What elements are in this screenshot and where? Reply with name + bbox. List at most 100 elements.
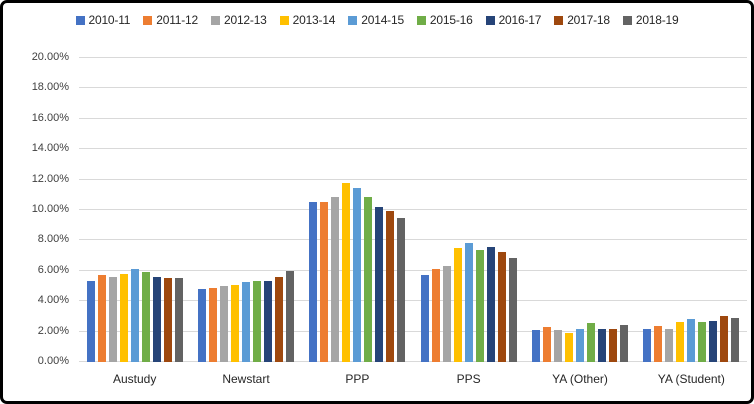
bar-Austudy-2011-12 — [97, 275, 106, 362]
legend-label: 2015-16 — [429, 13, 473, 27]
bar-Newstart-2014-15 — [241, 282, 250, 362]
legend-label: 2010-11 — [88, 13, 131, 27]
legend-label: 2014-15 — [361, 13, 404, 27]
bar-PPP-2011-12 — [320, 201, 329, 362]
bar-PPP-2016-17 — [375, 207, 384, 362]
y-tick-label: 4.00% — [37, 294, 69, 307]
bar-PPS-2010-11 — [420, 275, 429, 362]
bar-PPP-2015-16 — [364, 197, 373, 362]
gridline-20.00% — [79, 57, 747, 58]
bar-YA (Student)-2018-19 — [731, 317, 740, 362]
y-tick-label: 2.00% — [37, 324, 69, 337]
gridline-2.00% — [79, 330, 747, 332]
plot-area — [79, 57, 747, 362]
bar-group-YA (Other) — [524, 58, 635, 362]
legend-item-2011-12: 2011-12 — [143, 13, 198, 27]
bar-Austudy-2015-16 — [141, 272, 150, 362]
legend-swatch-icon — [485, 15, 495, 25]
bar-PPP-2014-15 — [353, 188, 362, 362]
bar-PPP-2010-11 — [309, 202, 318, 362]
legend-item-2016-17: 2016-17 — [485, 13, 542, 27]
bar-PPP-2013-14 — [342, 183, 351, 362]
bar-PPS-2016-17 — [486, 247, 495, 362]
gridline-12.00% — [79, 178, 747, 180]
bar-YA (Student)-2013-14 — [676, 321, 685, 362]
legend-label: 2012-13 — [224, 13, 267, 27]
bar-PPS-2018-19 — [508, 257, 517, 362]
y-tick-label: 20.00% — [31, 51, 69, 63]
x-tick-label-PPP: PPP — [345, 372, 370, 386]
bar-Newstart-2012-13 — [219, 286, 228, 362]
bar-PPS-2014-15 — [464, 242, 473, 362]
bar-PPS-2011-12 — [431, 269, 440, 362]
x-tick-label-YA (Student): YA (Student) — [657, 372, 725, 386]
bar-YA (Other)-2010-11 — [531, 330, 540, 362]
y-tick-label: 14.00% — [31, 142, 69, 155]
x-tick-label-YA (Other): YA (Other) — [552, 372, 608, 386]
bar-YA (Student)-2017-18 — [720, 316, 729, 362]
y-tick-label: 10.00% — [31, 203, 69, 215]
bar-PPS-2012-13 — [442, 266, 451, 362]
legend-swatch-icon — [554, 15, 564, 25]
legend-swatch-icon — [622, 15, 632, 25]
bar-YA (Other)-2014-15 — [575, 328, 584, 362]
bar-PPP-2012-13 — [331, 197, 340, 362]
bars-layer — [79, 58, 747, 362]
gridline-8.00% — [79, 239, 747, 241]
legend-swatch-icon — [75, 15, 85, 25]
legend-item-2014-15: 2014-15 — [348, 13, 404, 27]
legend-swatch-icon — [211, 15, 220, 25]
legend-swatch-icon — [348, 15, 358, 25]
bar-group-Newstart — [190, 58, 301, 362]
bar-group-PPP — [302, 58, 413, 362]
gridline-4.00% — [79, 300, 747, 302]
legend-item-2013-14: 2013-14 — [279, 13, 335, 27]
legend-swatch-icon — [279, 15, 289, 25]
bar-Austudy-2012-13 — [108, 276, 117, 362]
bar-YA (Student)-2015-16 — [698, 321, 707, 362]
x-tick-label-Austudy: Austudy — [112, 372, 157, 386]
legend-label: 2018-19 — [635, 13, 679, 27]
bar-PPP-2017-18 — [386, 210, 395, 362]
bar-PPP-2018-19 — [397, 218, 406, 362]
bar-YA (Other)-2013-14 — [564, 333, 573, 362]
gridline-16.00% — [79, 117, 747, 119]
y-tick-label: 8.00% — [37, 233, 69, 246]
legend: 2010-11 2011-12 2012-13 2013-14 2014-15 2015-… — [11, 10, 743, 30]
bar-Austudy-2018-19 — [174, 278, 183, 362]
y-tick-label: 0.00% — [37, 355, 69, 367]
legend-item-2015-16: 2015-16 — [416, 13, 473, 27]
gridline-6.00% — [79, 269, 747, 271]
bar-Newstart-2017-18 — [274, 276, 283, 362]
bar-YA (Other)-2015-16 — [586, 322, 595, 362]
bar-group-PPS — [413, 58, 524, 362]
bar-YA (Other)-2016-17 — [597, 328, 606, 362]
bar-Austudy-2014-15 — [130, 269, 139, 362]
y-tick-label: 12.00% — [31, 172, 69, 185]
bar-YA (Other)-2017-18 — [608, 329, 617, 362]
legend-swatch-icon — [143, 15, 153, 25]
legend-label: 2011-12 — [156, 13, 198, 27]
bar-Newstart-2015-16 — [252, 280, 261, 362]
gridline-0.00% — [79, 361, 747, 362]
bar-Newstart-2010-11 — [197, 289, 206, 362]
legend-item-2012-13: 2012-13 — [211, 13, 267, 27]
gridline-10.00% — [79, 209, 747, 210]
legend-item-2010-11: 2010-11 — [75, 13, 131, 27]
legend-swatch-icon — [416, 15, 426, 25]
bar-YA (Other)-2012-13 — [553, 330, 562, 362]
bar-PPS-2015-16 — [475, 249, 484, 362]
bar-PPS-2017-18 — [497, 251, 506, 362]
bar-YA (Other)-2018-19 — [619, 324, 628, 362]
bar-YA (Student)-2012-13 — [665, 329, 674, 362]
bar-Austudy-2017-18 — [163, 278, 172, 362]
bar-Newstart-2011-12 — [208, 287, 217, 362]
legend-item-2018-19: 2018-19 — [622, 13, 679, 27]
bar-YA (Student)-2010-11 — [643, 328, 652, 362]
gridline-14.00% — [79, 148, 747, 150]
legend-label: 2016-17 — [498, 13, 542, 27]
bar-YA (Student)-2011-12 — [654, 325, 663, 362]
bar-YA (Student)-2016-17 — [709, 321, 718, 362]
x-axis: Austudy Newstart PPP PPS YA (Other) YA (Stude… — [79, 372, 747, 386]
